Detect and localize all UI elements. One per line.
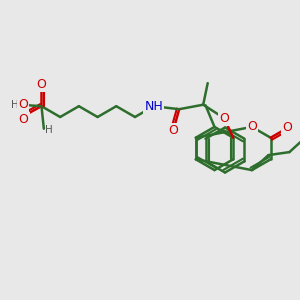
Text: H: H	[11, 100, 18, 110]
Text: O: O	[219, 112, 229, 125]
Text: O: O	[283, 122, 292, 134]
Text: O: O	[19, 113, 28, 126]
Text: O: O	[37, 78, 46, 91]
Text: O: O	[18, 98, 28, 111]
Text: H: H	[45, 125, 53, 135]
Text: O: O	[247, 120, 257, 134]
Text: O: O	[168, 124, 178, 137]
Text: NH: NH	[144, 100, 163, 113]
